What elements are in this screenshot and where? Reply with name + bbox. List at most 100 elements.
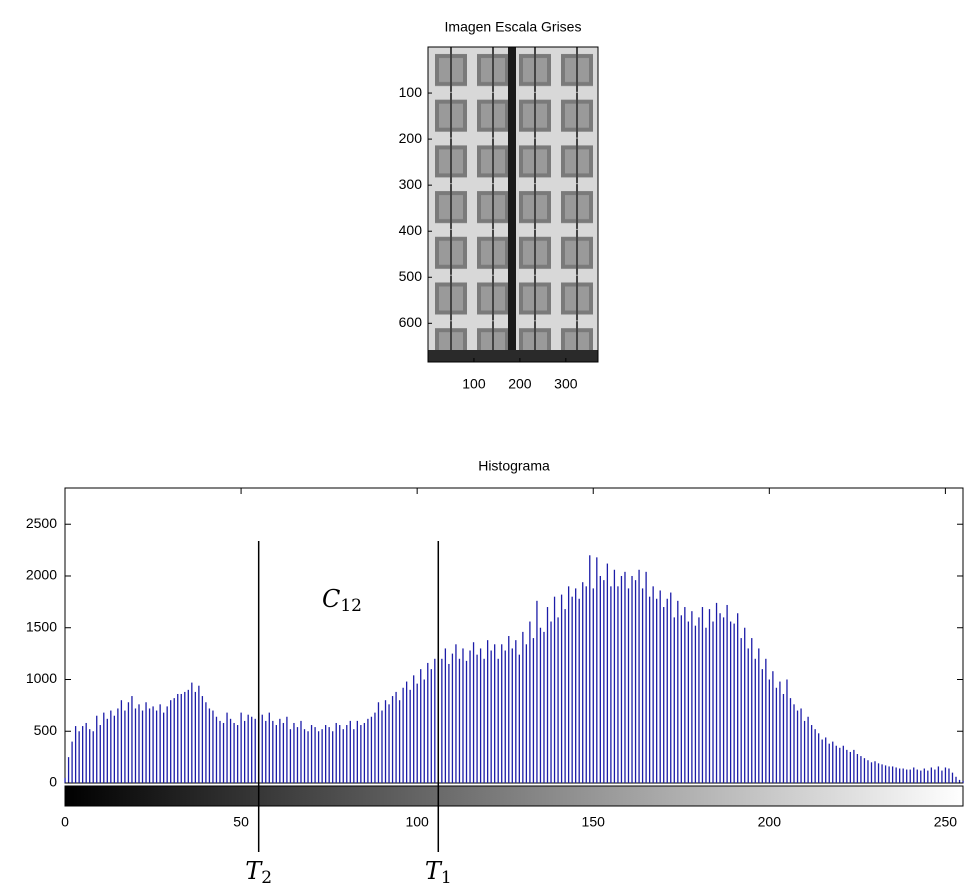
x-tick-label: 200 <box>758 814 782 830</box>
bar <box>469 650 471 783</box>
bar <box>254 718 256 783</box>
bar <box>863 758 866 783</box>
bar <box>363 722 366 783</box>
bar <box>610 586 612 783</box>
bar <box>599 575 601 783</box>
bar <box>103 712 105 783</box>
bar <box>634 580 637 783</box>
bar <box>719 613 721 783</box>
annotation: T2 <box>245 857 272 888</box>
y-tick-label: 1000 <box>26 670 57 686</box>
bar <box>335 722 337 783</box>
bar <box>434 658 436 783</box>
bar <box>427 662 429 783</box>
bar <box>543 631 545 783</box>
bar <box>92 731 94 783</box>
colorbar <box>64 785 964 807</box>
bar <box>825 737 827 783</box>
bar <box>240 712 242 783</box>
bar <box>472 642 475 783</box>
bar <box>899 768 901 783</box>
bar <box>208 708 211 783</box>
bar <box>170 700 172 783</box>
bar <box>705 627 707 783</box>
bar <box>145 702 147 783</box>
bar <box>789 698 792 783</box>
bar <box>402 687 404 783</box>
bar <box>198 685 200 783</box>
bar <box>381 710 383 783</box>
bar <box>553 596 556 783</box>
bar <box>832 741 834 783</box>
bar <box>324 725 327 783</box>
bar <box>215 716 218 783</box>
annotation-symbol: T <box>425 857 443 885</box>
bar <box>842 745 844 783</box>
bar <box>508 636 510 783</box>
bar <box>300 720 302 783</box>
bar <box>289 729 292 783</box>
bar <box>388 704 390 783</box>
bar <box>191 682 193 783</box>
y-tick-label: 400 <box>399 222 423 238</box>
bar <box>448 663 450 783</box>
bar <box>666 598 668 783</box>
bar <box>391 696 394 783</box>
bar <box>328 727 330 783</box>
bar <box>906 769 908 783</box>
bar <box>127 702 130 783</box>
bar <box>395 691 397 783</box>
bar <box>708 609 711 783</box>
bar <box>120 700 123 783</box>
bar <box>927 770 929 783</box>
bar <box>726 604 728 783</box>
bar <box>532 638 535 783</box>
bar <box>74 726 77 783</box>
bar <box>515 640 517 783</box>
bar <box>261 714 263 783</box>
bar <box>722 617 725 783</box>
bar <box>82 726 84 783</box>
bar <box>645 571 647 783</box>
bar <box>680 615 682 783</box>
bar <box>585 586 587 783</box>
bar <box>786 679 788 783</box>
bar <box>701 607 704 783</box>
bar <box>451 653 454 783</box>
bar <box>920 770 922 783</box>
bar <box>765 658 767 783</box>
bar <box>853 749 855 783</box>
bar <box>455 644 457 783</box>
x-tick-label: 300 <box>554 376 578 392</box>
bar <box>131 696 133 783</box>
bar <box>810 725 813 783</box>
bar <box>617 586 619 783</box>
bar <box>339 725 341 783</box>
bar <box>342 729 344 783</box>
bar <box>891 766 894 783</box>
bar <box>740 638 742 783</box>
bar <box>828 743 830 783</box>
bar <box>110 710 112 783</box>
bar <box>744 627 746 783</box>
bar <box>659 590 661 783</box>
bar <box>141 710 144 783</box>
y-tick-label: 1500 <box>26 618 57 634</box>
bar <box>286 716 288 783</box>
bar <box>303 729 306 783</box>
bar <box>67 757 70 783</box>
bar <box>236 725 239 783</box>
bar <box>511 648 513 783</box>
bar <box>265 720 267 783</box>
bar <box>134 708 137 783</box>
bar <box>536 600 538 783</box>
bar <box>550 621 552 783</box>
bar <box>173 698 175 783</box>
bar <box>441 658 443 783</box>
bar <box>155 710 158 783</box>
bar <box>539 627 542 783</box>
bar <box>575 588 577 783</box>
bar <box>148 708 151 783</box>
bar <box>476 654 478 783</box>
bar <box>818 733 820 783</box>
